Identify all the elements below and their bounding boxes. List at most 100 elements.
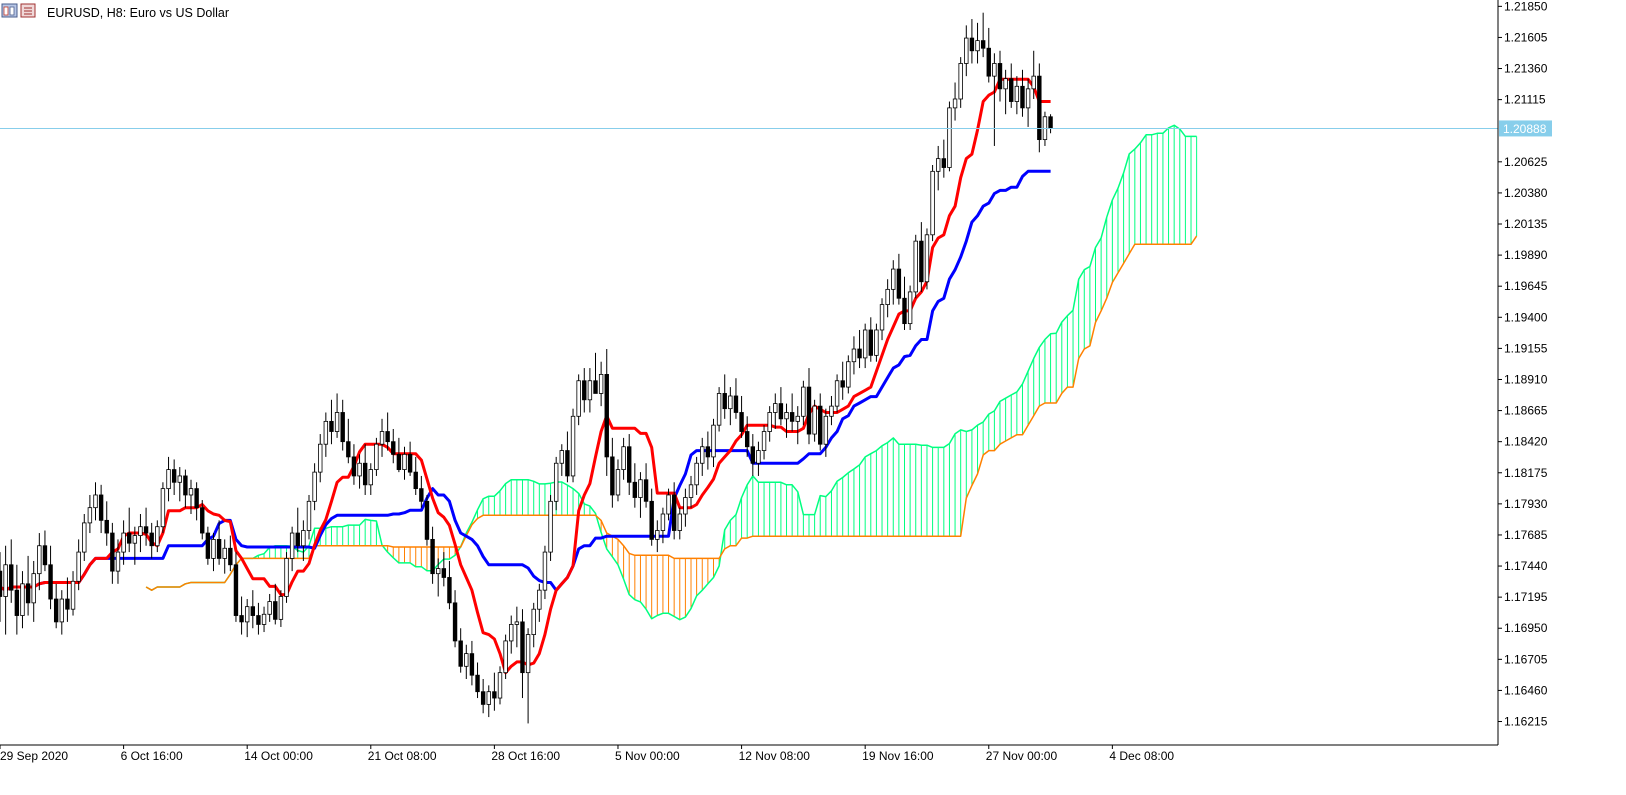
candles [0, 12, 1053, 724]
candle [694, 456, 699, 495]
chart-window-icon[interactable] [1, 3, 18, 18]
candle-body [391, 441, 396, 455]
time-tick-label: 4 Dec 08:00 [1109, 749, 1174, 763]
candle [627, 434, 632, 495]
candle [958, 57, 963, 108]
candle [722, 374, 727, 419]
candle [896, 253, 902, 305]
candle [593, 352, 598, 394]
candle-body [458, 640, 463, 667]
price-tick-label: 1.18665 [1504, 404, 1548, 418]
candle [295, 507, 300, 553]
candle [1014, 76, 1020, 115]
candle [171, 459, 177, 495]
candle-body [857, 348, 862, 359]
time-tick-label: 5 Nov 00:00 [615, 749, 680, 763]
candle-body [110, 532, 115, 572]
candle-body [93, 494, 98, 509]
candle-body [295, 532, 300, 547]
candle [997, 50, 1003, 102]
candle [767, 406, 772, 442]
candle [537, 583, 542, 622]
candle [503, 634, 508, 680]
candle-body [127, 532, 132, 544]
candle [407, 441, 413, 476]
candle-body [37, 545, 42, 575]
candle-body [834, 380, 840, 407]
candle-body [368, 469, 373, 486]
candle [576, 374, 581, 426]
candle [53, 583, 59, 629]
candle-body [851, 348, 857, 363]
candle-body [87, 507, 93, 524]
tenkan-sen-line [0, 77, 1051, 675]
candle-body [576, 380, 581, 417]
candle-body [902, 297, 907, 325]
candle [812, 399, 817, 442]
candle [430, 526, 435, 584]
candle-body [627, 446, 632, 483]
price-tick-label: 1.20135 [1504, 217, 1548, 231]
price-tick-label: 1.18175 [1504, 466, 1548, 480]
candle [952, 82, 958, 121]
time-tick-label: 19 Nov 16:00 [862, 749, 934, 763]
candle [587, 368, 593, 413]
candle-body [402, 453, 407, 470]
time-tick-label: 28 Oct 16:00 [491, 749, 560, 763]
candle [379, 418, 385, 457]
candle [778, 387, 784, 426]
candle [638, 472, 643, 518]
candle-body [278, 596, 284, 620]
candle [357, 454, 362, 489]
candle-body [868, 329, 873, 356]
candle [947, 101, 952, 172]
candle-body [3, 564, 8, 597]
candle [278, 590, 284, 627]
candle [480, 679, 486, 714]
price-tick-label: 1.16460 [1504, 683, 1548, 697]
candle-body [76, 551, 81, 582]
candle [239, 596, 244, 635]
candle-body [115, 551, 121, 572]
candle [244, 599, 250, 638]
candle-body [874, 329, 879, 356]
candle [127, 507, 132, 553]
candle [177, 467, 182, 502]
candle-body [958, 63, 963, 100]
symbol-title: EURUSD, H8: Euro vs US Dollar [47, 6, 229, 20]
candle [941, 139, 947, 178]
candle [334, 393, 340, 438]
price-tick-label: 1.21360 [1504, 62, 1548, 76]
chart-properties-icon[interactable] [20, 3, 36, 18]
candle-body [1048, 116, 1053, 129]
candle [784, 403, 789, 438]
candle [829, 395, 834, 426]
candle-body [188, 488, 194, 496]
price-tick-label: 1.20380 [1504, 186, 1548, 200]
candle [924, 228, 930, 290]
candle-body [666, 494, 671, 515]
candle [419, 475, 424, 508]
candle-body [969, 37, 975, 52]
candle [823, 408, 829, 457]
price-tick-label: 1.17685 [1504, 528, 1548, 542]
candle [930, 164, 935, 242]
candle-body [447, 577, 452, 604]
candle-body [941, 158, 947, 168]
candle-body [183, 475, 188, 496]
price-tick-label: 1.21605 [1504, 30, 1548, 44]
candle-body [1009, 78, 1014, 102]
candle [351, 444, 357, 485]
candle [969, 19, 975, 64]
current-price-badge [1499, 120, 1552, 137]
candle-body [655, 530, 660, 540]
candle-body [306, 500, 312, 531]
candle [424, 494, 430, 546]
candle-body [194, 488, 199, 509]
candle-body [166, 469, 171, 490]
candle-body [318, 443, 323, 473]
candle [121, 520, 126, 565]
candle [716, 387, 722, 432]
